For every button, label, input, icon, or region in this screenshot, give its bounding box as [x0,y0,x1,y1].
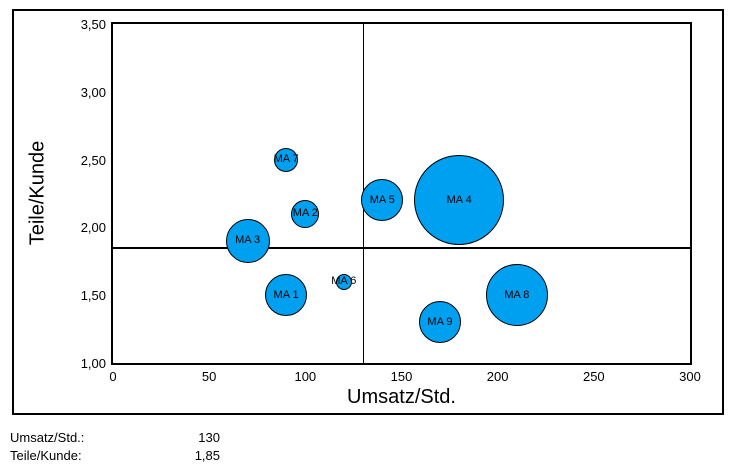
x-tick-label: 100 [294,369,317,384]
y-tick-label: 3,00 [80,84,106,100]
footer-label-cell[interactable]: Teile/Kunde: [10,448,82,463]
x-tick-label: 50 [201,369,217,384]
x-tick-label: 150 [390,369,413,384]
bubble-label: MA 2 [292,207,318,220]
y-tick-label: 3,50 [80,17,106,32]
bubble-ma-5[interactable]: MA 5 [361,179,404,222]
y-tick-label: 2,00 [80,220,106,236]
reference-line-horizontal [113,247,690,249]
footer-label-cell[interactable]: Umsatz/Std.: [10,430,85,445]
y-tick-label: 1,00 [80,356,106,371]
bubble-label: MA 7 [273,153,299,166]
bubble-ma-3[interactable]: MA 3 [225,218,270,263]
x-tick-label: 0 [109,369,117,384]
bubble-label: MA 5 [369,193,395,206]
bubble-ma-1[interactable]: MA 1 [265,274,308,317]
footer-row: Umsatz/Std.: 130 [10,430,230,446]
bubble-ma-8[interactable]: MA 8 [485,264,548,327]
footer-value-cell[interactable]: 1,85 [194,448,220,463]
y-tick-label: 1,50 [80,288,106,304]
bubble-label: MA 6 [331,275,357,288]
bubble-ma-6[interactable]: MA 6 [331,273,356,290]
bubble-ma-9[interactable]: MA 9 [418,301,461,344]
bubble-ma-7[interactable]: MA 7 [273,147,299,172]
bubble-label: MA 8 [504,288,530,301]
bubble-label: MA 1 [273,288,299,301]
bubble-label: MA 9 [427,315,453,328]
bubble-label: MA 4 [446,193,472,206]
x-tick-label: 300 [679,369,701,384]
footer-value-cell[interactable]: 130 [198,430,220,445]
footer-row: Teile/Kunde: 1,85 [10,448,230,464]
bubble-ma-2[interactable]: MA 2 [291,199,320,228]
y-axis-title: Teile/Kunde [26,140,49,246]
x-axis-title: Umsatz/Std. [347,386,456,408]
bubble-label: MA 3 [235,234,261,247]
x-tick-label: 200 [486,369,509,384]
x-tick-label: 250 [582,369,605,384]
bubble-ma-4[interactable]: MA 4 [414,155,505,246]
y-tick-label: 2,50 [80,152,106,168]
